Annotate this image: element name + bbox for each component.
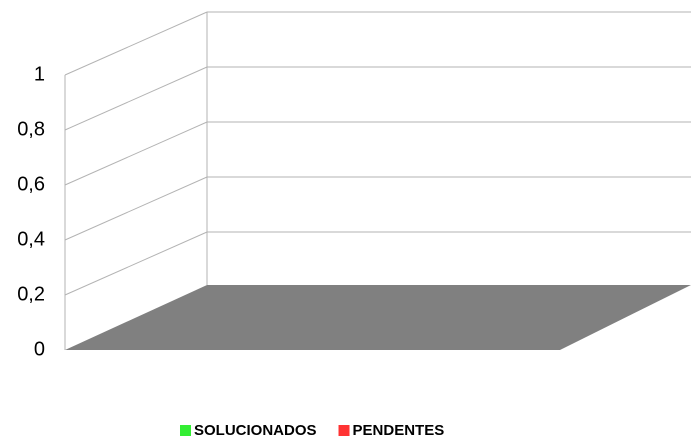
legend-swatch [338,425,350,436]
grid-line [64,121,208,186]
legend-label: SOLUCIONADOS [194,422,317,439]
legend-label: PENDENTES [353,422,445,439]
floor [65,285,691,350]
y-tick-label: 0,2 [17,283,45,305]
grid-line [64,231,208,296]
legend-swatch [180,425,191,436]
y-tick-label: 1 [34,63,45,85]
y-tick-label: 0,6 [17,173,45,195]
y-tick-label: 0,8 [17,118,45,140]
grid-line [64,66,208,131]
grid-line [64,11,208,76]
y-tick-label: 0,4 [17,228,45,250]
y-tick-label: 0 [34,338,45,360]
grid-line [64,176,208,241]
